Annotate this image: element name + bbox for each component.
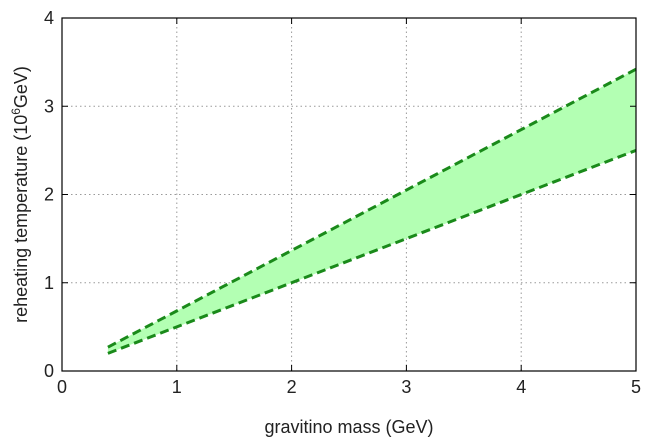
band-area — [107, 69, 637, 354]
y-axis-ticks: 0 1 2 3 4 — [44, 8, 636, 381]
lower-bound-line — [107, 148, 637, 355]
x-axis-label: gravitino mass (GeV) — [264, 417, 433, 437]
y-axis-label-suffix: GeV) — [11, 66, 31, 108]
y-axis-label: reheating temperature (106GeV) — [9, 66, 31, 323]
x-tick-label-1: 1 — [172, 377, 182, 397]
x-tick-label-2: 2 — [287, 377, 297, 397]
x-tick-label-0: 0 — [57, 377, 67, 397]
upper-bound-line — [107, 67, 637, 349]
x-tick-label-5: 5 — [631, 377, 641, 397]
x-tick-label-3: 3 — [401, 377, 411, 397]
y-axis-label-prefix: reheating temperature (10 — [11, 115, 31, 323]
x-axis-ticks: 0 1 2 3 4 5 — [57, 18, 641, 397]
x-tick-label-4: 4 — [516, 377, 526, 397]
y-axis-label-exponent: 6 — [9, 108, 23, 115]
y-tick-label-1: 1 — [44, 273, 54, 293]
grid-lines — [62, 18, 636, 371]
y-tick-label-0: 0 — [44, 361, 54, 381]
y-tick-label-3: 3 — [44, 96, 54, 116]
y-tick-label-2: 2 — [44, 185, 54, 205]
y-tick-label-4: 4 — [44, 8, 54, 28]
